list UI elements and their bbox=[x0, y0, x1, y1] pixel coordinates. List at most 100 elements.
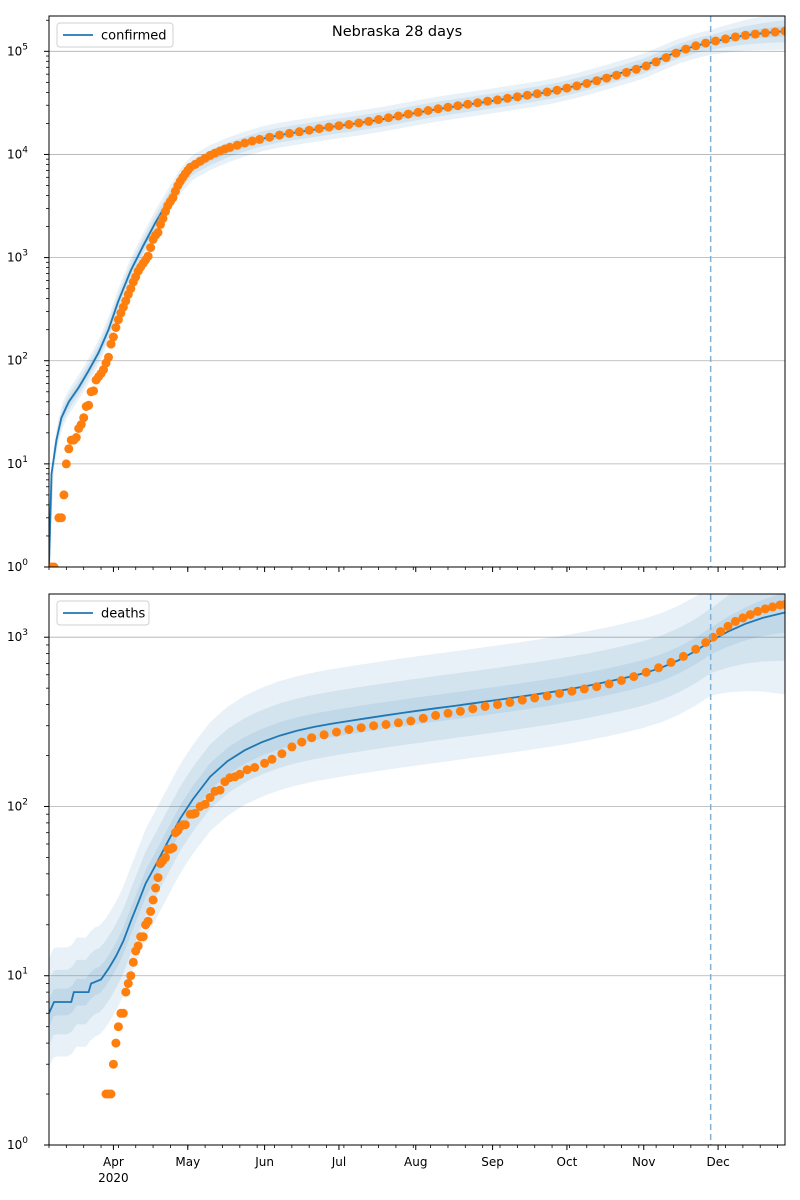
observed-point bbox=[153, 873, 163, 883]
observed-point bbox=[354, 118, 364, 128]
x-tick-label: Dec bbox=[706, 1155, 729, 1169]
observed-point bbox=[111, 1038, 121, 1048]
y-tick-exponent: 4 bbox=[22, 145, 28, 155]
y-tick-base: 10 bbox=[7, 354, 22, 368]
observed-point bbox=[433, 104, 443, 114]
observed-point bbox=[493, 700, 502, 710]
y-tick-exponent: 5 bbox=[22, 42, 28, 52]
y-tick-label: 101 bbox=[7, 967, 28, 983]
plot-area bbox=[49, 594, 785, 1099]
observed-point bbox=[111, 323, 121, 332]
observed-point bbox=[468, 704, 478, 714]
observed-point bbox=[522, 90, 532, 100]
y-tick-base: 10 bbox=[7, 251, 22, 265]
observed-point bbox=[265, 132, 275, 142]
observed-point bbox=[552, 85, 562, 95]
observed-point bbox=[146, 243, 156, 253]
observed-point bbox=[770, 27, 780, 37]
observed-point bbox=[151, 883, 161, 893]
y-tick-base: 10 bbox=[7, 799, 22, 813]
y-tick-base: 10 bbox=[7, 457, 22, 471]
observed-point bbox=[654, 663, 664, 673]
observed-point bbox=[126, 971, 136, 981]
observed-point bbox=[711, 36, 721, 46]
observed-point bbox=[423, 106, 433, 115]
observed-point bbox=[661, 53, 671, 63]
observed-point bbox=[483, 96, 493, 106]
observed-point bbox=[123, 979, 133, 988]
observed-point bbox=[356, 723, 366, 733]
observed-point bbox=[344, 120, 354, 129]
observed-point bbox=[287, 742, 297, 752]
y-tick-base: 10 bbox=[7, 44, 22, 58]
observed-point bbox=[517, 695, 527, 705]
observed-point bbox=[473, 98, 483, 108]
x-tick-sublabel: 2020 bbox=[98, 1171, 129, 1185]
observed-point bbox=[443, 102, 453, 112]
observed-point bbox=[780, 26, 785, 36]
observed-point bbox=[104, 352, 113, 362]
legend-label: confirmed bbox=[101, 29, 167, 44]
observed-point bbox=[532, 89, 542, 99]
observed-point bbox=[284, 128, 294, 138]
observed-point bbox=[344, 725, 354, 734]
observed-point bbox=[121, 987, 131, 997]
observed-point bbox=[701, 638, 711, 647]
observed-point bbox=[612, 70, 621, 80]
observed-point bbox=[334, 121, 344, 131]
observed-point bbox=[158, 213, 168, 223]
observed-point bbox=[89, 386, 99, 396]
observed-point bbox=[71, 433, 81, 442]
x-tick-label: Jun bbox=[254, 1155, 274, 1169]
observed-point bbox=[143, 916, 153, 926]
observed-point bbox=[780, 600, 785, 609]
observed-series bbox=[101, 600, 785, 1099]
observed-point bbox=[579, 684, 589, 694]
observed-point bbox=[678, 651, 688, 661]
observed-point bbox=[406, 716, 416, 726]
axes-frame bbox=[48, 593, 786, 1146]
observed-point bbox=[768, 602, 778, 612]
observed-point bbox=[671, 48, 681, 58]
observed-series bbox=[49, 26, 785, 567]
observed-point bbox=[723, 621, 733, 631]
observed-point bbox=[153, 228, 163, 237]
y-tick-label: 105 bbox=[7, 42, 28, 58]
y-tick-label: 101 bbox=[7, 455, 28, 471]
observed-point bbox=[403, 109, 413, 119]
observed-point bbox=[275, 130, 284, 140]
observed-point bbox=[750, 29, 760, 39]
observed-point bbox=[108, 1059, 118, 1069]
x-tick-label: Oct bbox=[557, 1155, 578, 1169]
observed-point bbox=[760, 604, 770, 614]
uncertainty-band bbox=[49, 594, 785, 1068]
observed-point bbox=[503, 93, 512, 103]
observed-point bbox=[118, 1008, 128, 1018]
y-tick-exponent: 1 bbox=[22, 455, 28, 465]
observed-point bbox=[384, 113, 393, 123]
observed-point bbox=[721, 34, 730, 44]
observed-point bbox=[232, 140, 242, 150]
observed-point bbox=[730, 616, 740, 626]
observed-point bbox=[413, 107, 423, 117]
observed-point bbox=[730, 32, 740, 42]
observed-point bbox=[604, 679, 614, 689]
x-tick-label: Sep bbox=[481, 1155, 504, 1169]
y-tick-exponent: 0 bbox=[22, 558, 28, 568]
legend: deaths bbox=[56, 600, 150, 626]
observed-point bbox=[716, 627, 726, 637]
observed-point bbox=[267, 754, 277, 764]
observed-point bbox=[562, 83, 572, 93]
y-tick-exponent: 1 bbox=[22, 967, 28, 977]
observed-point bbox=[592, 682, 602, 692]
observed-point bbox=[128, 957, 138, 967]
observed-point bbox=[235, 769, 245, 779]
y-tick-exponent: 3 bbox=[22, 249, 28, 259]
y-tick-exponent: 2 bbox=[22, 797, 28, 807]
legend-box bbox=[56, 600, 150, 626]
observed-point bbox=[225, 142, 235, 152]
observed-point bbox=[205, 793, 215, 802]
